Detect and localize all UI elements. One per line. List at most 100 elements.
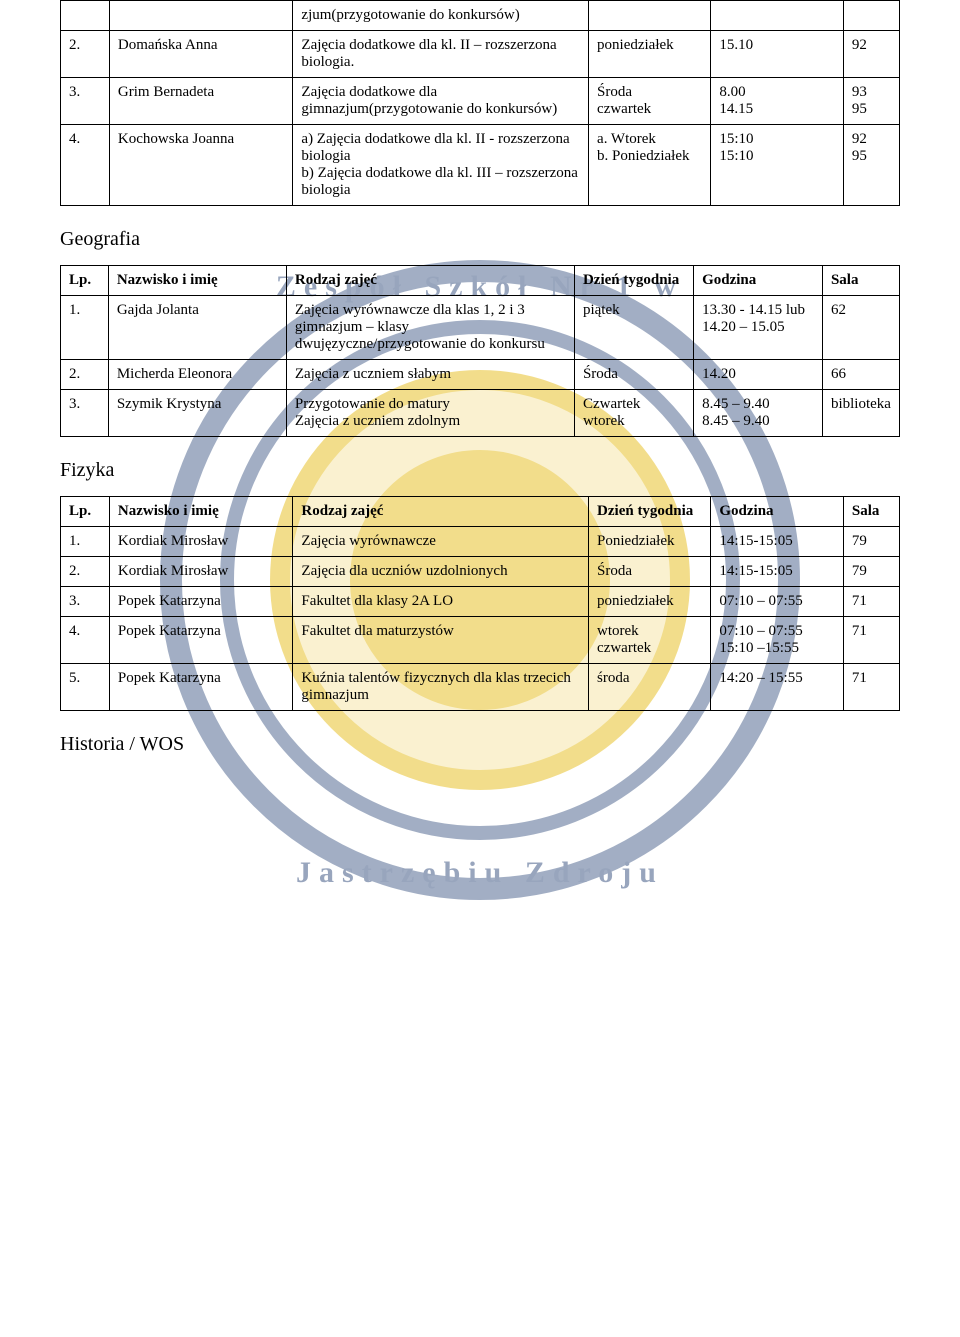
cell-day: wtorekczwartek <box>589 617 711 664</box>
cell-room: 71 <box>843 617 899 664</box>
table-row: 2.Domańska AnnaZajęcia dodatkowe dla kl.… <box>61 31 900 78</box>
cell-name: Popek Katarzyna <box>109 617 292 664</box>
section-title-fizyka: Fizyka <box>60 459 900 482</box>
cell-room: 71 <box>843 587 899 617</box>
cell-room: 62 <box>822 296 899 360</box>
col-name: Nazwisko i imię <box>108 266 286 296</box>
cell-time: 15:1015:10 <box>711 125 844 206</box>
cell-lp: 2. <box>61 31 110 78</box>
cell-type: Fakultet dla maturzystów <box>293 617 589 664</box>
section-title-historia: Historia / WOS <box>60 733 900 756</box>
cell-name: Kochowska Joanna <box>109 125 292 206</box>
cell-room <box>843 1 899 31</box>
table-header-row: Lp. Nazwisko i imię Rodzaj zajęć Dzień t… <box>61 266 900 296</box>
table-row: 4.Popek KatarzynaFakultet dla maturzystó… <box>61 617 900 664</box>
cell-room: 9395 <box>843 78 899 125</box>
cell-name: Popek Katarzyna <box>109 587 292 617</box>
col-lp: Lp. <box>61 266 109 296</box>
cell-time: 15.10 <box>711 31 844 78</box>
col-time: Godzina <box>694 266 823 296</box>
cell-day: Poniedziałek <box>589 527 711 557</box>
cell-room: 71 <box>843 664 899 711</box>
table-row: 1.Kordiak MirosławZajęcia wyrównawczePon… <box>61 527 900 557</box>
cell-time: 07:10 – 07:55 <box>711 587 844 617</box>
table-fizyka: Lp. Nazwisko i imię Rodzaj zajęć Dzień t… <box>60 496 900 711</box>
cell-day <box>589 1 711 31</box>
cell-day: Środa <box>589 557 711 587</box>
cell-type: Zajęcia dodatkowe dla kl. II – rozszerzo… <box>293 31 589 78</box>
table-geografia: Lp. Nazwisko i imię Rodzaj zajęć Dzień t… <box>60 265 900 437</box>
cell-name: Popek Katarzyna <box>109 664 292 711</box>
table-biology: zjum(przygotowanie do konkursów)2.Domańs… <box>60 0 900 206</box>
cell-type: Zajęcia wyrównawcze dla klas 1, 2 i 3 gi… <box>286 296 574 360</box>
cell-day: a. Wtorekb. Poniedziałek <box>589 125 711 206</box>
cell-room: 79 <box>843 557 899 587</box>
cell-name: Micherda Eleonora <box>108 360 286 390</box>
cell-day: Czwartekwtorek <box>574 390 693 437</box>
cell-type: Przygotowanie do maturyZajęcia z uczniem… <box>286 390 574 437</box>
section-title-geografia: Geografia <box>60 228 900 251</box>
cell-name: Grim Bernadeta <box>109 78 292 125</box>
cell-lp: 1. <box>61 296 109 360</box>
cell-lp: 3. <box>61 390 109 437</box>
cell-day: Środaczwartek <box>589 78 711 125</box>
cell-time: 14:15-15:05 <box>711 557 844 587</box>
cell-name: Gajda Jolanta <box>108 296 286 360</box>
cell-name: Domańska Anna <box>109 31 292 78</box>
col-type: Rodzaj zajęć <box>286 266 574 296</box>
cell-name <box>109 1 292 31</box>
table-row: 3.Szymik KrystynaPrzygotowanie do matury… <box>61 390 900 437</box>
cell-day: poniedziałek <box>589 587 711 617</box>
table-row: 3.Popek KatarzynaFakultet dla klasy 2A L… <box>61 587 900 617</box>
col-name: Nazwisko i imię <box>109 497 292 527</box>
col-type: Rodzaj zajęć <box>293 497 589 527</box>
cell-time: 8.45 – 9.408.45 – 9.40 <box>694 390 823 437</box>
cell-type: Zajęcia dla uczniów uzdolnionych <box>293 557 589 587</box>
cell-name: Kordiak Mirosław <box>109 527 292 557</box>
col-lp: Lp. <box>61 497 110 527</box>
cell-time: 13.30 - 14.15 lub 14.20 – 15.05 <box>694 296 823 360</box>
cell-time: 14:15-15:05 <box>711 527 844 557</box>
table-row: 4.Kochowska Joannaa) Zajęcia dodatkowe d… <box>61 125 900 206</box>
cell-type: Zajęcia z uczniem słabym <box>286 360 574 390</box>
table-header-row: Lp. Nazwisko i imię Rodzaj zajęć Dzień t… <box>61 497 900 527</box>
cell-day: poniedziałek <box>589 31 711 78</box>
table-row: 5.Popek KatarzynaKuźnia talentów fizyczn… <box>61 664 900 711</box>
cell-room: 92 <box>843 31 899 78</box>
cell-type: Zajęcia dodatkowe dla gimnazjum(przygoto… <box>293 78 589 125</box>
cell-time: 14.20 <box>694 360 823 390</box>
cell-day: środa <box>589 664 711 711</box>
cell-room: 66 <box>822 360 899 390</box>
cell-lp: 1. <box>61 527 110 557</box>
cell-day: Środa <box>574 360 693 390</box>
cell-lp: 2. <box>61 360 109 390</box>
cell-lp <box>61 1 110 31</box>
col-room: Sala <box>843 497 899 527</box>
cell-room: 9295 <box>843 125 899 206</box>
cell-time <box>711 1 844 31</box>
cell-time: 14:20 – 15:55 <box>711 664 844 711</box>
cell-lp: 2. <box>61 557 110 587</box>
cell-type: Fakultet dla klasy 2A LO <box>293 587 589 617</box>
cell-room: biblioteka <box>822 390 899 437</box>
cell-lp: 4. <box>61 617 110 664</box>
col-time: Godzina <box>711 497 844 527</box>
table-row: 2.Kordiak MirosławZajęcia dla uczniów uz… <box>61 557 900 587</box>
col-day: Dzień tygodnia <box>574 266 693 296</box>
cell-day: piątek <box>574 296 693 360</box>
cell-name: Kordiak Mirosław <box>109 557 292 587</box>
cell-lp: 3. <box>61 78 110 125</box>
table-row: zjum(przygotowanie do konkursów) <box>61 1 900 31</box>
cell-time: 8.0014.15 <box>711 78 844 125</box>
col-room: Sala <box>822 266 899 296</box>
cell-type: zjum(przygotowanie do konkursów) <box>293 1 589 31</box>
cell-lp: 4. <box>61 125 110 206</box>
cell-type: a) Zajęcia dodatkowe dla kl. II - rozsze… <box>293 125 589 206</box>
cell-lp: 5. <box>61 664 110 711</box>
cell-room: 79 <box>843 527 899 557</box>
cell-time: 07:10 – 07:5515:10 –15:55 <box>711 617 844 664</box>
cell-type: Kuźnia talentów fizycznych dla klas trze… <box>293 664 589 711</box>
cell-name: Szymik Krystyna <box>108 390 286 437</box>
cell-type: Zajęcia wyrównawcze <box>293 527 589 557</box>
watermark-text-bottom: Jastrzębiu Zdroju <box>160 856 800 890</box>
